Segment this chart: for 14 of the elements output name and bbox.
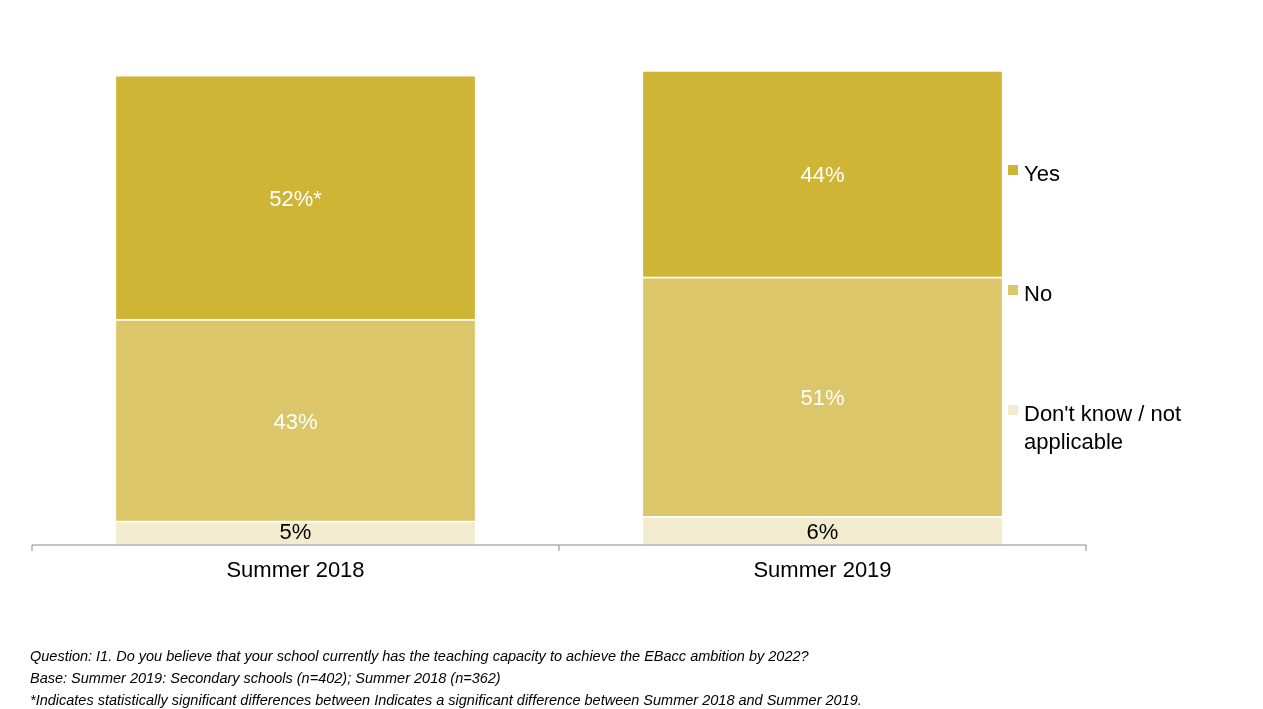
data-label: 44% [800, 162, 845, 188]
x-tick-label: Summer 2018 [226, 557, 365, 582]
data-label: 5% [279, 519, 312, 544]
text: *Indicates statistically significant differences between Indicates a significant difference between Summer 2018 and Summer 2019. [30, 692, 862, 708]
data-label: 43% [273, 408, 318, 434]
data-label: 6% [806, 519, 839, 544]
legend-label: Yes [1024, 161, 1060, 186]
data-label: 52%* [269, 185, 323, 211]
data-label: 51% [800, 385, 845, 411]
text: Base: Summer 2019: Secondary schools (n=402); Summer 2018 (n=362) [30, 670, 501, 686]
text: Question: I1. Do you believe that your school currently has the teaching capacity to achieve the EBacc ambition by 2022? [30, 648, 810, 664]
x-tick-label: Summer 2019 [753, 557, 892, 582]
legend-label: No [1024, 281, 1053, 306]
legend-label: Don't know / not applicable [1024, 401, 1182, 454]
